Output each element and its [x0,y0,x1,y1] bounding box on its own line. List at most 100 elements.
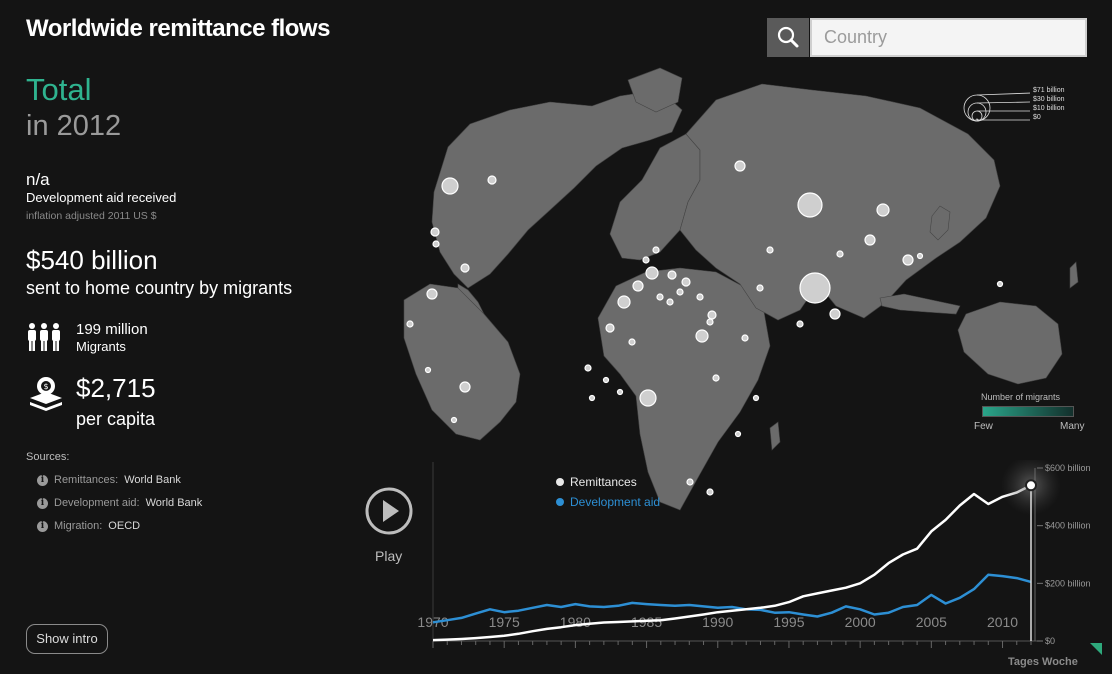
country-bubble[interactable] [734,430,742,438]
migrants-legend-few: Few [974,421,993,432]
country-bubble[interactable] [752,394,760,402]
country-bubble[interactable] [712,374,720,382]
country-bubble[interactable] [441,177,459,195]
country-bubble[interactable] [686,478,694,486]
country-bubble[interactable] [642,256,650,264]
country-bubble[interactable] [741,334,749,342]
country-bubble[interactable] [652,246,660,254]
country-bubble[interactable] [632,280,644,292]
play-icon [365,487,413,535]
money-icon: $ [26,376,66,419]
country-bubble[interactable] [487,175,497,185]
australia[interactable] [957,301,1063,385]
country-bubble[interactable] [584,364,592,372]
play-label: Play [375,548,403,564]
country-bubble[interactable] [645,266,659,280]
migrants-legend-title: Number of migrants [981,392,1061,402]
europe[interactable] [609,133,701,261]
japan[interactable] [929,205,951,241]
migrants-legend-many: Many [1060,421,1085,432]
y-tick-label: $400 billion [1045,521,1091,531]
country-bubble[interactable] [829,308,841,320]
y-tick-label: $600 billion [1045,463,1091,473]
y-tick-label: $200 billion [1045,578,1091,588]
source-link[interactable]: OECD [108,520,141,532]
country-bubble[interactable] [996,280,1004,288]
country-bubble[interactable] [864,234,876,246]
legend-development-aid[interactable]: Development aid [556,495,660,509]
country-bubble[interactable] [706,488,714,496]
country-bubble[interactable] [799,272,831,304]
country-bubble[interactable] [681,277,691,287]
source-migration[interactable]: i Migration: OECD [37,520,140,532]
country-bubble[interactable] [430,227,440,237]
series-line-remittances [432,484,1032,642]
country-bubble[interactable] [902,254,914,266]
asia[interactable] [679,83,1001,321]
country-bubble[interactable] [676,288,684,296]
search-button[interactable] [767,18,809,57]
country-bubble[interactable] [696,293,704,301]
madagascar[interactable] [769,421,781,451]
series-line-development-aid [432,573,1032,624]
search-icon [777,26,799,48]
country-bubble[interactable] [916,252,924,260]
north-america[interactable] [431,89,683,289]
migrants-value: 199 million [76,321,148,338]
country-bubble[interactable] [459,381,471,393]
south-america[interactable] [403,283,521,441]
country-bubble[interactable] [426,288,438,300]
world-map[interactable] [286,62,1100,527]
country-bubble[interactable] [602,376,610,384]
country-bubble[interactable] [424,366,432,374]
source-development-aid[interactable]: i Development aid: World Bank [37,497,202,509]
country-bubble[interactable] [734,160,746,172]
country-bubble[interactable] [605,323,615,333]
legend-remittances[interactable]: Remittances [556,475,637,489]
country-bubble[interactable] [876,203,890,217]
migrants-legend-gradient [982,406,1074,417]
play-button[interactable] [364,486,414,541]
remittance-bubbles [286,160,1004,496]
country-bubble[interactable] [588,394,596,402]
country-bubble[interactable] [706,318,714,326]
show-intro-button[interactable]: Show intro [26,624,108,654]
country-bubble[interactable] [656,293,664,301]
country-bubble[interactable] [667,270,677,280]
brand-flag [1090,643,1102,655]
migrants-label: Migrants [76,339,126,354]
indonesia[interactable] [879,293,961,315]
country-search-input[interactable] [810,18,1087,57]
size-legend-label: $71 billion [1033,87,1065,94]
greenland[interactable] [627,67,683,113]
country-bubble[interactable] [639,389,657,407]
country-bubble[interactable] [797,192,823,218]
remittance-value: $540 billion [26,245,158,275]
country-bubble[interactable] [450,416,458,424]
country-bubble[interactable] [707,310,717,320]
new-zealand[interactable] [1069,261,1079,289]
per-capita-label: per capita [76,409,156,429]
country-bubble[interactable] [617,295,631,309]
country-bubble[interactable] [616,388,624,396]
country-bubble[interactable] [628,338,636,346]
total-label: Total [26,72,92,107]
country-bubble[interactable] [460,263,470,273]
country-bubble[interactable] [432,240,440,248]
source-link[interactable]: World Bank [124,474,181,486]
country-bubble[interactable] [756,284,764,292]
country-bubble[interactable] [766,246,774,254]
info-icon: i [37,474,48,486]
country-bubble[interactable] [666,298,674,306]
country-bubble[interactable] [836,250,844,258]
africa[interactable] [597,267,771,511]
size-legend-label: $0 [1033,114,1041,121]
country-bubble[interactable] [796,320,804,328]
source-remittances[interactable]: i Remittances: World Bank [37,474,181,486]
country-bubble[interactable] [406,320,414,328]
current-year-handle[interactable] [1025,479,1037,492]
country-bubble[interactable] [695,329,709,343]
year-label: in 2012 [26,110,122,142]
timeline-chart[interactable]: 1970 1975 1980 1985 1990 1995 2000 2005 2010 $0 $2… [400,455,1100,655]
source-link[interactable]: World Bank [145,497,203,509]
